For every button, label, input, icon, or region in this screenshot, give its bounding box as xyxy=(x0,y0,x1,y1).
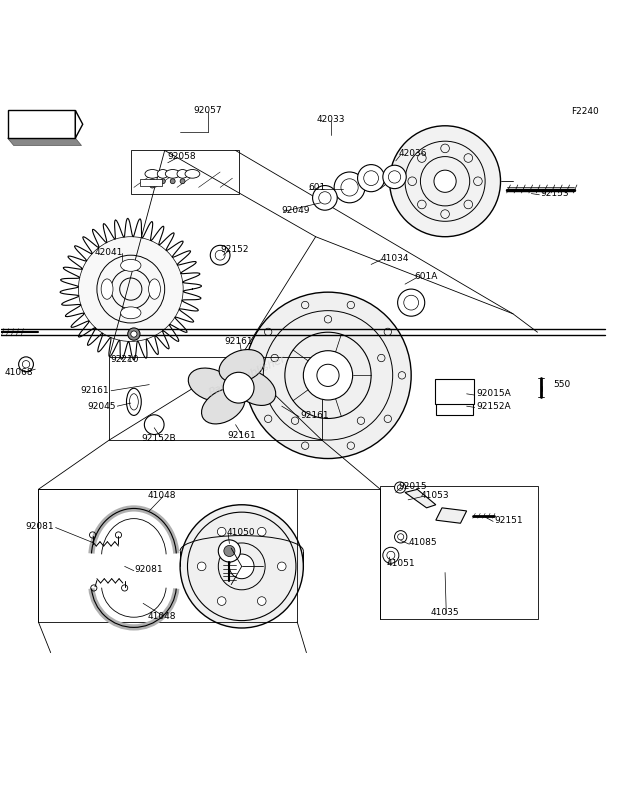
Circle shape xyxy=(397,289,425,316)
Text: 41050: 41050 xyxy=(227,528,255,537)
Circle shape xyxy=(223,372,254,403)
Circle shape xyxy=(230,554,254,578)
Circle shape xyxy=(245,292,411,458)
Text: 41048: 41048 xyxy=(147,613,176,622)
Ellipse shape xyxy=(185,170,200,178)
Circle shape xyxy=(210,246,230,265)
Ellipse shape xyxy=(126,388,141,415)
Polygon shape xyxy=(436,508,467,523)
Text: 92161: 92161 xyxy=(80,386,109,395)
Circle shape xyxy=(258,527,266,536)
Circle shape xyxy=(277,562,286,570)
Circle shape xyxy=(224,546,235,557)
Ellipse shape xyxy=(202,389,245,424)
Circle shape xyxy=(180,505,303,628)
Circle shape xyxy=(313,186,337,210)
Text: 92153: 92153 xyxy=(540,189,569,198)
Text: 42033: 42033 xyxy=(317,115,345,124)
Polygon shape xyxy=(405,490,436,508)
Text: 92015A: 92015A xyxy=(476,390,511,398)
Ellipse shape xyxy=(121,307,141,318)
Text: 41068: 41068 xyxy=(4,368,33,377)
Text: 601: 601 xyxy=(308,183,326,192)
Text: Parts-publisher: Parts-publisher xyxy=(207,353,288,398)
Circle shape xyxy=(394,482,405,493)
Text: 92152B: 92152B xyxy=(141,434,176,442)
Ellipse shape xyxy=(177,170,188,178)
Circle shape xyxy=(170,178,175,184)
Bar xyxy=(435,379,474,404)
Ellipse shape xyxy=(121,259,141,271)
Circle shape xyxy=(219,540,241,562)
Circle shape xyxy=(197,562,206,570)
Ellipse shape xyxy=(232,370,275,406)
Text: 550: 550 xyxy=(553,380,570,389)
Text: 92058: 92058 xyxy=(168,152,196,161)
Bar xyxy=(436,394,473,415)
Circle shape xyxy=(79,237,183,342)
Text: 41034: 41034 xyxy=(380,254,409,262)
Text: 92152A: 92152A xyxy=(476,402,511,410)
Text: 41048: 41048 xyxy=(147,491,176,500)
Text: 92081: 92081 xyxy=(25,522,54,531)
Circle shape xyxy=(160,178,165,184)
Bar xyxy=(380,486,537,618)
Ellipse shape xyxy=(157,170,168,178)
Circle shape xyxy=(150,178,155,184)
Text: 601A: 601A xyxy=(414,272,438,282)
Circle shape xyxy=(389,126,501,237)
Text: 92015: 92015 xyxy=(399,482,428,490)
Text: 92049: 92049 xyxy=(282,206,310,214)
Text: 92057: 92057 xyxy=(194,106,222,115)
Circle shape xyxy=(358,165,384,192)
Circle shape xyxy=(19,357,33,372)
Bar xyxy=(140,179,162,186)
Ellipse shape xyxy=(219,350,264,382)
Text: 41085: 41085 xyxy=(408,538,437,547)
Circle shape xyxy=(334,172,365,203)
Circle shape xyxy=(217,597,226,606)
Circle shape xyxy=(383,547,399,563)
Ellipse shape xyxy=(188,368,233,401)
Text: 41053: 41053 xyxy=(420,491,449,500)
Polygon shape xyxy=(76,110,83,138)
Text: 92210: 92210 xyxy=(110,355,139,365)
Bar xyxy=(38,490,297,622)
Ellipse shape xyxy=(101,279,113,299)
Circle shape xyxy=(303,350,353,400)
Text: 41051: 41051 xyxy=(386,558,415,568)
Circle shape xyxy=(217,527,226,536)
Ellipse shape xyxy=(149,279,160,299)
Circle shape xyxy=(180,178,185,184)
Polygon shape xyxy=(7,138,82,146)
Text: 42036: 42036 xyxy=(399,149,427,158)
Text: 92081: 92081 xyxy=(134,565,163,574)
Circle shape xyxy=(131,331,137,337)
Text: 92045: 92045 xyxy=(87,402,115,410)
Text: 92151: 92151 xyxy=(495,516,523,525)
Circle shape xyxy=(150,183,155,188)
Circle shape xyxy=(383,166,406,189)
Text: 41035: 41035 xyxy=(431,608,459,617)
Circle shape xyxy=(394,530,407,543)
Circle shape xyxy=(434,170,456,192)
Text: 92161: 92161 xyxy=(227,431,256,440)
Bar xyxy=(131,150,239,194)
Bar xyxy=(109,357,322,440)
Ellipse shape xyxy=(144,414,164,434)
Text: 92161: 92161 xyxy=(300,411,329,420)
Text: F2240: F2240 xyxy=(571,107,599,116)
Ellipse shape xyxy=(165,170,180,178)
Text: 92152: 92152 xyxy=(220,245,249,254)
Text: FRONT: FRONT xyxy=(24,120,59,129)
Polygon shape xyxy=(7,110,76,138)
Ellipse shape xyxy=(145,170,160,178)
Text: 92161: 92161 xyxy=(224,337,253,346)
Circle shape xyxy=(128,328,140,340)
Text: 42041: 42041 xyxy=(95,248,123,257)
Circle shape xyxy=(258,597,266,606)
